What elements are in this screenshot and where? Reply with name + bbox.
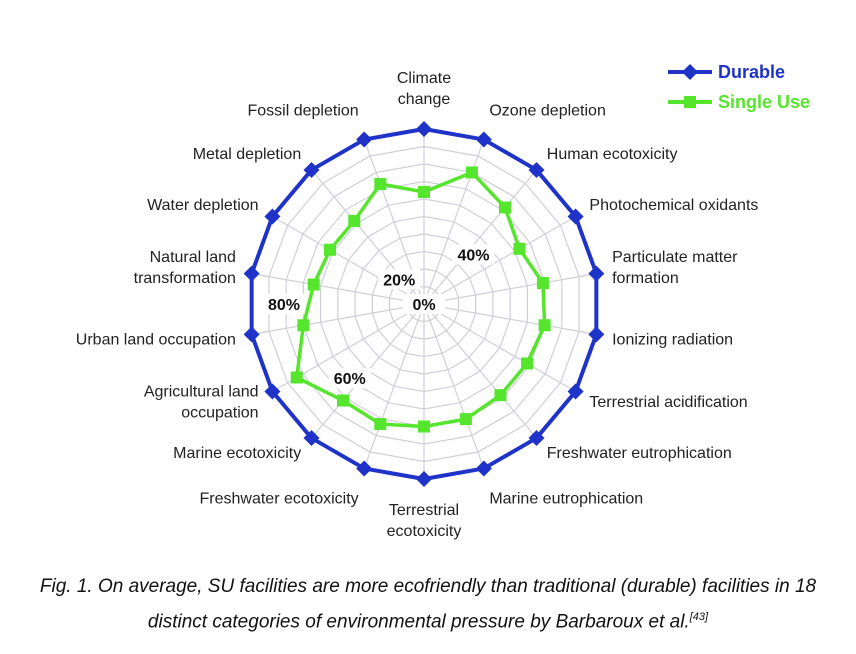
axis-label-particulate-matter-formation: Particulate matter formation xyxy=(612,249,738,287)
data-point-durable xyxy=(243,326,260,343)
tick-label-background xyxy=(328,368,371,389)
series-durable xyxy=(243,121,605,487)
tick-label-background xyxy=(403,294,445,314)
legend: Durable Single Use xyxy=(668,62,810,112)
axis-label-climate-change: Climate change xyxy=(397,70,451,108)
radial-tick-labels: 0% 20% 40% 60% 80% xyxy=(263,244,495,389)
data-point-single-use xyxy=(418,186,430,198)
data-point-durable xyxy=(528,161,545,178)
series-single-use xyxy=(290,166,551,433)
tick-label-background xyxy=(378,269,421,290)
data-point-single-use xyxy=(337,394,350,407)
figure-caption: Fig. 1. On average, SU facilities are mo… xyxy=(20,572,836,637)
data-point-single-use xyxy=(465,166,478,179)
grid-spoke xyxy=(423,169,537,305)
data-point-durable xyxy=(264,383,281,400)
data-point-single-use xyxy=(521,357,534,370)
data-point-single-use xyxy=(348,214,361,227)
data-point-durable xyxy=(567,383,584,400)
grid-spoke xyxy=(423,139,485,305)
axis-label-terrestrial-acidification: Terrestrial acidification xyxy=(589,394,747,411)
axis-label-metal-depletion: Metal depletion xyxy=(193,146,302,163)
axis-label-ozone-depletion: Ozone depletion xyxy=(489,103,606,120)
data-point-durable xyxy=(588,326,605,343)
data-point-durable xyxy=(356,460,373,477)
axis-label-marine-ecotoxicity: Marine ecotoxicity xyxy=(173,445,301,462)
grid-spoke xyxy=(423,303,597,335)
data-point-single-use xyxy=(536,277,549,290)
axis-label-human-ecotoxicity: Human ecotoxicity xyxy=(547,146,678,163)
axis-label-agricultural-land-occupation: Agricultural land occupation xyxy=(144,384,259,422)
radar-chart: 0% 20% 40% 60% 80% Climate change Ozone deplet… xyxy=(76,62,810,540)
data-point-durable xyxy=(303,161,320,178)
data-point-durable xyxy=(416,121,432,137)
legend-marker xyxy=(684,96,696,108)
axis-label-marine-eutrophication: Marine eutrophication xyxy=(489,490,643,507)
grid-spoke xyxy=(423,273,597,305)
axis-label-natural-land-transformation: Natural land transformation xyxy=(134,249,236,287)
data-point-single-use xyxy=(324,243,337,256)
data-point-single-use xyxy=(297,319,310,332)
grid-spoke xyxy=(251,273,425,305)
data-point-durable xyxy=(356,131,373,148)
caption-text: Fig. 1. On average, SU facilities are mo… xyxy=(39,576,817,633)
tick-label-40: 40% xyxy=(457,248,489,265)
grid-spoke xyxy=(423,303,537,439)
data-point-single-use xyxy=(498,201,511,214)
data-point-durable xyxy=(528,430,545,447)
data-point-single-use xyxy=(374,177,387,190)
data-point-single-use xyxy=(513,242,526,255)
axis-label-freshwater-eutrophication: Freshwater eutrophication xyxy=(547,445,732,462)
legend-item-durable: Durable xyxy=(668,62,785,82)
data-point-durable xyxy=(588,265,605,282)
axis-label-ionizing-radiation: Ionizing radiation xyxy=(612,332,733,349)
data-point-durable xyxy=(567,208,584,225)
axis-label-fossil-depletion: Fossil depletion xyxy=(248,103,359,120)
data-point-durable xyxy=(475,460,492,477)
data-point-single-use xyxy=(418,420,430,433)
axis-label-freshwater-ecotoxicity: Freshwater ecotoxicity xyxy=(200,490,359,507)
grid-spoke xyxy=(272,215,425,305)
axis-label-water-depletion: Water depletion xyxy=(147,197,258,214)
legend-label: Single Use xyxy=(718,92,810,112)
data-point-single-use xyxy=(374,418,387,431)
grid-spoke xyxy=(251,303,425,335)
data-point-durable xyxy=(264,208,281,225)
data-point-single-use xyxy=(307,278,320,291)
axis-label-urban-land-occupation: Urban land occupation xyxy=(76,332,236,349)
legend-item-single-use: Single Use xyxy=(668,92,810,112)
data-point-single-use xyxy=(290,371,303,384)
tick-label-0: 0% xyxy=(412,297,435,314)
grid-spoke xyxy=(423,215,576,305)
tick-label-background xyxy=(452,244,495,265)
data-point-durable xyxy=(243,265,260,282)
data-point-single-use xyxy=(459,413,472,426)
tick-label-60: 60% xyxy=(334,371,366,388)
caption-reference: [43] xyxy=(689,611,709,623)
legend-label: Durable xyxy=(718,62,785,82)
tick-label-20: 20% xyxy=(383,272,415,289)
axis-label-terrestrial-ecotoxicity: Terrestrial ecotoxicity xyxy=(387,502,462,540)
data-point-single-use xyxy=(494,389,507,402)
data-point-durable xyxy=(475,131,492,148)
tick-label-80: 80% xyxy=(268,297,300,314)
grid-spoke xyxy=(423,303,485,469)
data-point-durable xyxy=(416,471,432,487)
tick-label-background xyxy=(263,294,305,314)
grid-spoke xyxy=(423,303,576,393)
legend-marker xyxy=(682,64,698,80)
category-labels: Climate change Ozone depletion Human ecotox… xyxy=(76,70,759,540)
data-point-single-use xyxy=(538,319,551,332)
series-layer xyxy=(243,121,605,487)
axis-label-photochemical-oxidants: Photochemical oxidants xyxy=(589,197,758,214)
data-point-durable xyxy=(303,430,320,447)
grid-spoke xyxy=(363,303,425,469)
